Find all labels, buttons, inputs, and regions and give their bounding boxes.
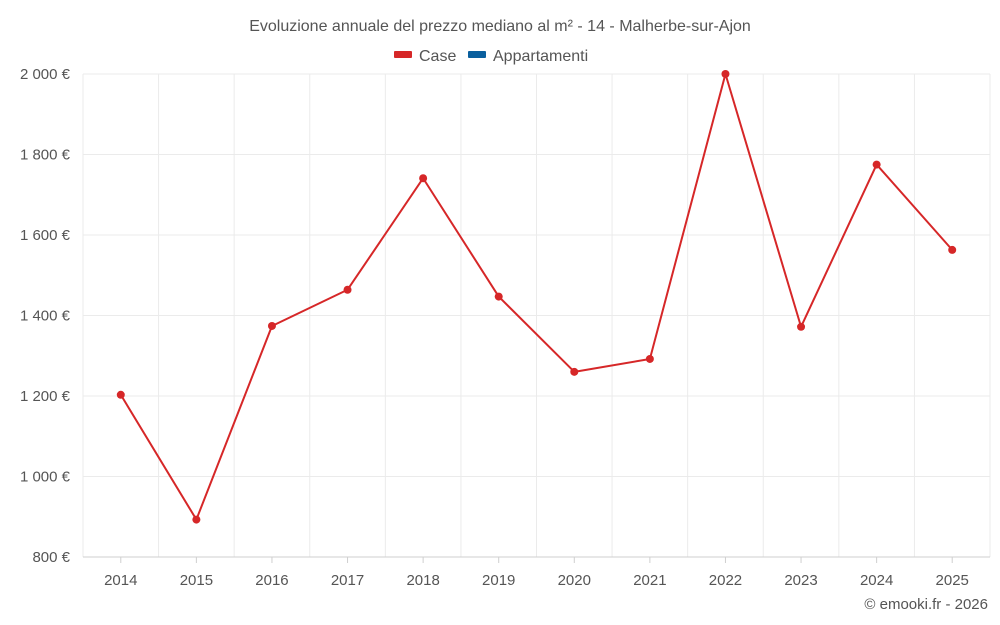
x-tick-label: 2016: [255, 572, 288, 589]
data-point-case-2018[interactable]: [419, 174, 428, 183]
data-point-case-2021[interactable]: [645, 354, 654, 363]
y-tick-label: 1 400 €: [20, 308, 71, 325]
x-tick-label: 2023: [784, 572, 817, 589]
series-case: [116, 70, 957, 524]
y-tick-label: 1 000 €: [20, 469, 71, 486]
x-tick-label: 2024: [860, 572, 893, 589]
legend-label-appartamenti: Appartamenti: [493, 48, 588, 65]
data-point-case-2025[interactable]: [948, 245, 957, 254]
legend: Case Appartamenti: [394, 48, 588, 65]
x-tick-label: 2021: [633, 572, 666, 589]
x-tick-label: 2022: [709, 572, 742, 589]
data-point-case-2020[interactable]: [570, 367, 579, 376]
data-point-case-2019[interactable]: [494, 292, 503, 301]
y-axis: 800 € 1 000 € 1 200 € 1 400 € 1 600 € 1 800 €…: [20, 66, 71, 566]
chart-title: Evoluzione annuale del prezzo mediano al…: [249, 18, 751, 35]
x-tick-label: 2018: [406, 572, 439, 589]
credit-text: © emooki.fr - 2026: [864, 596, 988, 613]
x-tick-label: 2017: [331, 572, 364, 589]
data-point-case-2015[interactable]: [192, 515, 201, 524]
legend-item-appartamenti[interactable]: Appartamenti: [468, 48, 588, 65]
legend-swatch-case: [394, 51, 412, 58]
data-point-case-2017[interactable]: [343, 285, 352, 294]
series-line-case: [119, 73, 953, 521]
y-tick-label: 800 €: [32, 549, 70, 566]
x-axis: 2014 2015 2016 2017 2018 2019 2020 2021 2022 2023…: [83, 556, 990, 589]
y-tick-label: 1 800 €: [20, 147, 71, 164]
data-point-case-2022[interactable]: [721, 70, 730, 78]
y-tick-label: 1 200 €: [20, 388, 71, 405]
data-point-case-2024[interactable]: [872, 160, 881, 169]
data-point-case-2016[interactable]: [267, 321, 276, 330]
grid: [82, 73, 991, 557]
legend-label-case: Case: [419, 48, 456, 65]
data-point-case-2023[interactable]: [797, 322, 806, 331]
x-tick-label: 2020: [558, 572, 591, 589]
legend-item-case[interactable]: Case: [394, 48, 456, 65]
x-tick-label: 2025: [936, 572, 969, 589]
y-tick-label: 2 000 €: [20, 66, 71, 83]
x-tick-label: 2015: [180, 572, 213, 589]
x-tick-label: 2019: [482, 572, 515, 589]
legend-swatch-appartamenti: [468, 51, 486, 58]
x-tick-label: 2014: [104, 572, 137, 589]
data-point-case-2014[interactable]: [116, 390, 125, 399]
y-tick-label: 1 600 €: [20, 227, 71, 244]
